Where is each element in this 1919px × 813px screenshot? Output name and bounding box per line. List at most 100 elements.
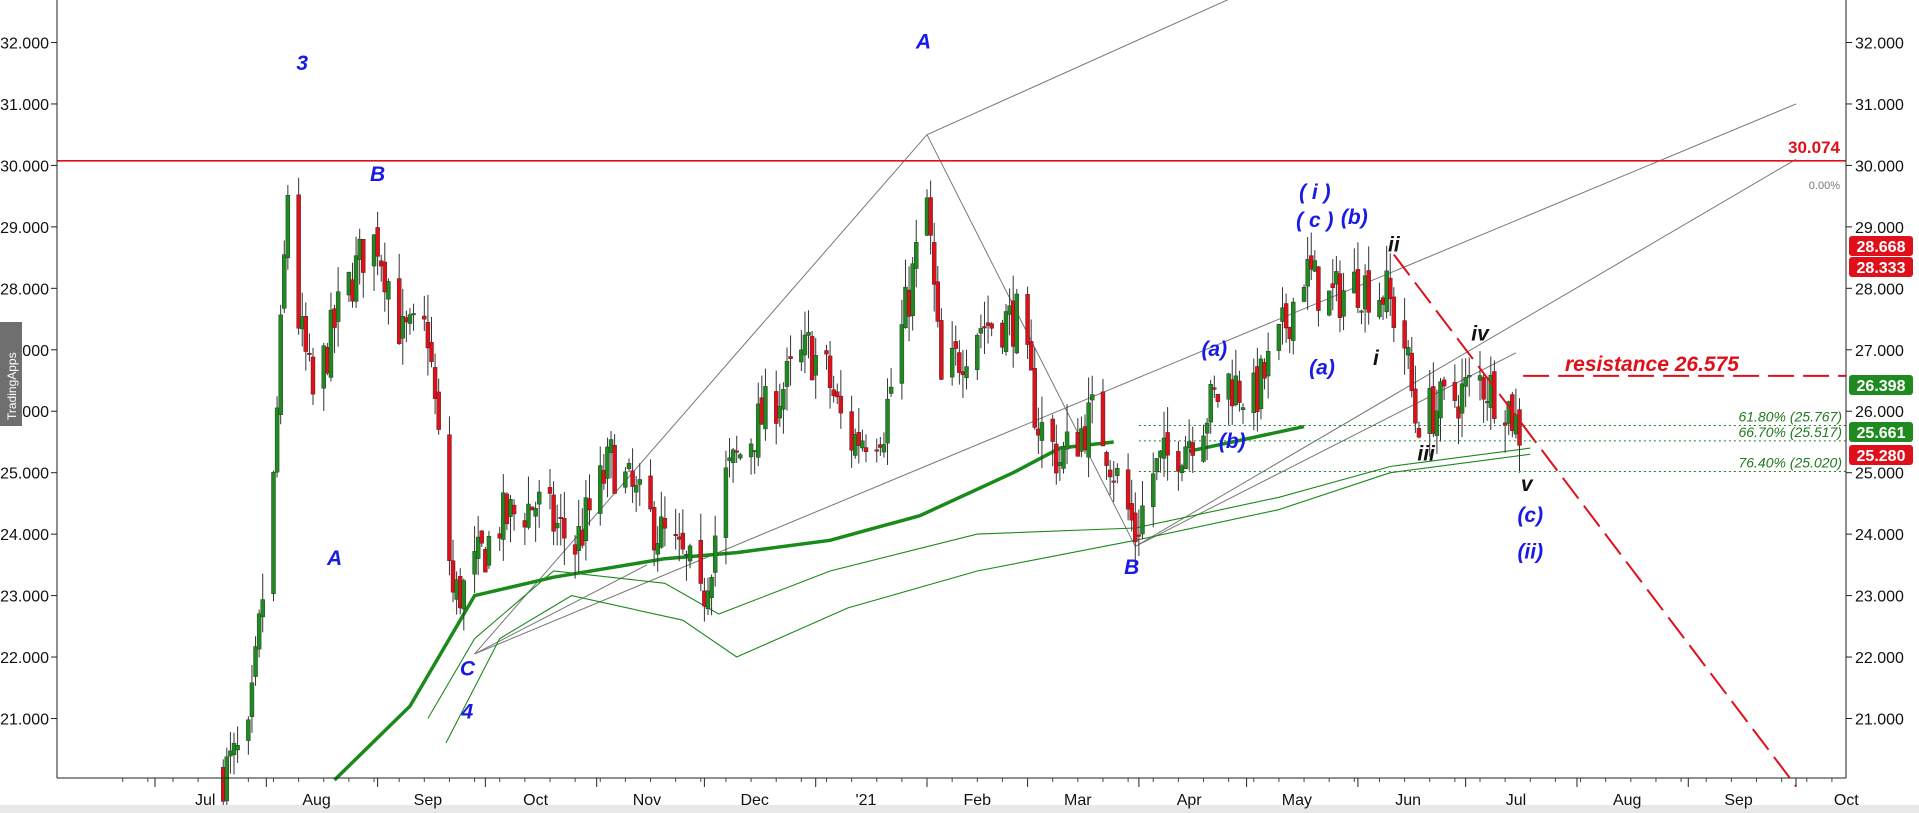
candle-body bbox=[1431, 386, 1436, 434]
moving-average-line-2 bbox=[427, 447, 1531, 719]
candle-body bbox=[526, 503, 531, 528]
descending-resistance-line bbox=[1393, 253, 1797, 787]
candle-body bbox=[1377, 299, 1382, 318]
candle-body bbox=[957, 352, 962, 373]
price-tag-label-2: 28.333 bbox=[1857, 260, 1906, 277]
candle-body bbox=[975, 335, 980, 371]
level-label-30074: 30.074 bbox=[1788, 138, 1841, 157]
candle-body bbox=[1416, 428, 1422, 438]
candle-body bbox=[1176, 451, 1181, 472]
candle-body bbox=[712, 535, 718, 573]
candle-body bbox=[246, 719, 251, 741]
candle-body bbox=[1136, 534, 1142, 537]
candle-body bbox=[447, 434, 452, 561]
candle-body bbox=[802, 334, 808, 356]
y-tick-label-left: 24.000 bbox=[0, 527, 49, 544]
wave-label-15: i bbox=[1373, 347, 1380, 370]
candle-body bbox=[633, 485, 639, 493]
candle-body bbox=[1240, 407, 1246, 410]
candle-body bbox=[475, 536, 481, 559]
x-tick-label: Feb bbox=[964, 792, 992, 809]
candle-body bbox=[310, 356, 316, 395]
wave-label-8: (a) bbox=[1201, 338, 1227, 361]
x-tick-label: Aug bbox=[1613, 792, 1641, 809]
y-tick-label-right: 26.000 bbox=[1855, 404, 1904, 421]
candle-body bbox=[1388, 277, 1393, 299]
candle-body bbox=[450, 560, 456, 593]
candle-body bbox=[1050, 418, 1055, 442]
wave-label-17: iii bbox=[1417, 442, 1436, 465]
candle-body bbox=[1481, 377, 1486, 400]
y-tick-label-right: 30.000 bbox=[1855, 158, 1904, 175]
candle-body bbox=[899, 324, 905, 384]
trend-line-6 bbox=[1135, 158, 1797, 547]
candle-body bbox=[623, 471, 628, 488]
candle-body bbox=[659, 516, 664, 548]
wave-label-10: (b) bbox=[1219, 430, 1246, 453]
candle-body bbox=[1441, 379, 1447, 387]
x-tick-label: Apr bbox=[1177, 792, 1203, 809]
candle-body bbox=[1140, 505, 1145, 535]
wave-label-6: A bbox=[915, 31, 931, 54]
x-tick-label: Oct bbox=[1834, 792, 1859, 809]
candle-body bbox=[472, 551, 477, 575]
y-tick-label-right: 25.000 bbox=[1855, 466, 1904, 483]
wave-label-3: A bbox=[326, 547, 342, 570]
candle-body bbox=[1330, 283, 1335, 288]
candle-body bbox=[432, 367, 438, 400]
price-tag-label-4: 25.661 bbox=[1857, 425, 1906, 442]
candle-body bbox=[411, 313, 416, 316]
candle-body bbox=[630, 470, 635, 487]
wave-label-2: B bbox=[370, 163, 385, 186]
candle-body bbox=[949, 347, 955, 378]
candle-body bbox=[1151, 473, 1156, 507]
candle-body bbox=[511, 504, 517, 515]
trend-line-3 bbox=[474, 564, 648, 655]
wave-label-12: ( c ) bbox=[1296, 209, 1333, 232]
candle-body bbox=[375, 227, 380, 257]
candle-body bbox=[1326, 290, 1332, 316]
candle-body bbox=[1413, 388, 1418, 424]
candle-body bbox=[1039, 422, 1045, 441]
candle-body bbox=[1359, 310, 1364, 313]
candle-body bbox=[655, 543, 660, 555]
level-layer: 30.074 0.00% resistance 26.575 bbox=[57, 138, 1846, 787]
candle-body bbox=[788, 356, 793, 359]
candle-body bbox=[1438, 381, 1443, 419]
candle-body bbox=[1133, 512, 1138, 543]
y-tick-label-left: 25.000 bbox=[0, 466, 49, 483]
candle-body bbox=[533, 507, 538, 517]
candle-body bbox=[1459, 383, 1465, 414]
candle-body bbox=[1316, 266, 1321, 311]
candle-body bbox=[422, 315, 427, 320]
candle-body bbox=[396, 278, 402, 345]
candle-body bbox=[953, 341, 958, 349]
candle-body bbox=[479, 530, 484, 544]
price-tag-3 bbox=[1849, 375, 1913, 395]
candle-body bbox=[1201, 435, 1206, 462]
candle-body bbox=[1215, 393, 1221, 402]
y-tick-label-left: 31.000 bbox=[0, 97, 49, 114]
candle-body bbox=[587, 498, 592, 511]
x-tick-label: Mar bbox=[1064, 792, 1092, 809]
candle-body bbox=[989, 323, 994, 329]
candle-body bbox=[260, 599, 265, 618]
candle-body bbox=[1115, 468, 1120, 476]
candle-body bbox=[551, 494, 556, 532]
candle-body bbox=[1165, 432, 1170, 456]
price-tag-4 bbox=[1849, 422, 1913, 442]
candle-body bbox=[662, 518, 668, 529]
candle-body bbox=[1291, 301, 1296, 341]
candle-body bbox=[1028, 341, 1034, 371]
candle-body bbox=[698, 539, 704, 584]
fib-label-1: 61.80% (25.767) bbox=[1738, 409, 1842, 425]
candle-body bbox=[436, 391, 441, 430]
candle-body bbox=[1129, 503, 1134, 521]
candle-body bbox=[1463, 376, 1468, 387]
y-tick-label-right: 31.000 bbox=[1855, 97, 1904, 114]
wave-label-14: ii bbox=[1388, 233, 1401, 256]
watermark-text: TradingApps bbox=[5, 352, 19, 420]
candle-body bbox=[1409, 352, 1414, 391]
candle-body bbox=[1125, 469, 1131, 510]
